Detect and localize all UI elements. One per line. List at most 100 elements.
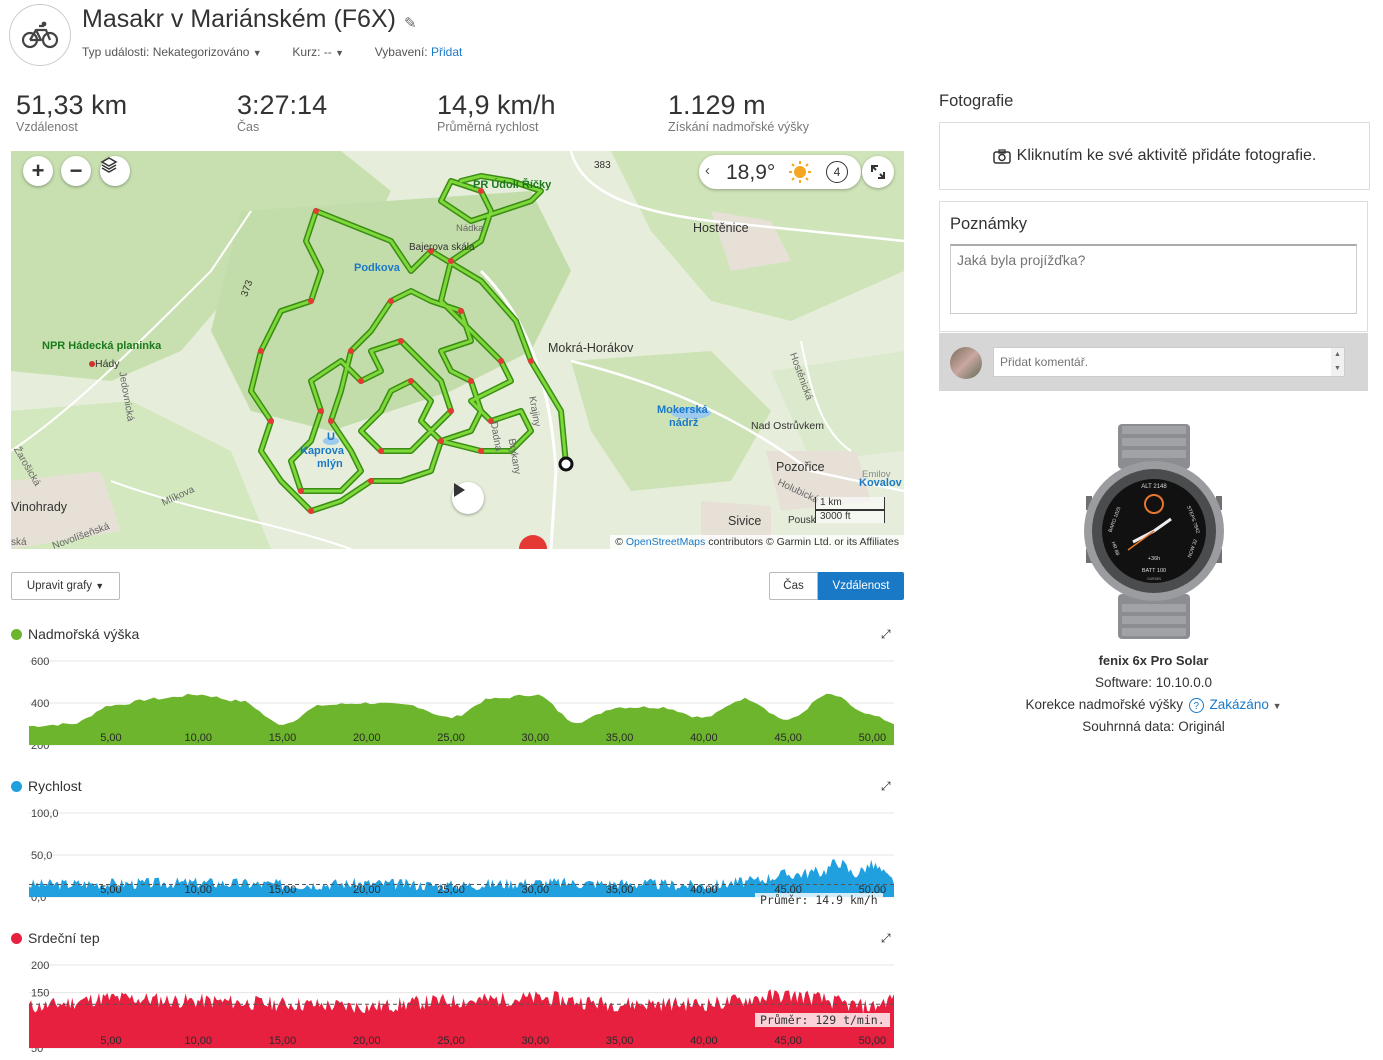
route-play-button[interactable] [452, 482, 484, 514]
x-tick-label: 25,00 [437, 884, 465, 896]
map-label-vinohrady: Vinohrady [11, 500, 68, 514]
notes-heading: Poznámky [950, 215, 1028, 233]
y-tick-label: 100,0 [31, 808, 59, 820]
chevron-down-icon: ▼ [335, 48, 345, 58]
stat-label: Čas [237, 120, 260, 134]
notes-box: Poznámky [939, 201, 1368, 332]
toggle-time-button[interactable]: Čas [769, 572, 818, 600]
edit-charts-dropdown[interactable]: Upravit grafy ▼ [11, 572, 120, 600]
scale-metric: 1 km [815, 497, 885, 510]
lap-markers [258, 188, 534, 514]
x-tick-label: 25,00 [437, 1035, 465, 1047]
series-area [29, 693, 894, 745]
heart-rate-chart[interactable]: 200150100505,0010,0015,0020,0025,0030,00… [0, 955, 900, 1060]
heart-expand-icon[interactable]: ⤢ [881, 931, 891, 945]
event-type-label: Typ události: [82, 45, 150, 59]
speed-title-text: Rychlost [28, 778, 82, 794]
x-tick-label: 50,00 [859, 732, 887, 744]
map-fullscreen-button[interactable] [862, 156, 894, 188]
series-area [29, 989, 894, 1048]
route-track-highlight [249, 174, 568, 513]
elev-corr-label: Korekce nadmořské výšky [1025, 697, 1184, 712]
map-label-u: U [327, 431, 335, 443]
play-icon [454, 483, 465, 497]
y-tick-label: 150 [31, 988, 49, 1000]
peak-marker [89, 361, 95, 367]
map-label-bajerova: Bajerova skála [409, 242, 475, 253]
speed-chart[interactable]: 100,050,00,05,00 10,00 15,00 20,00 25,00 30,0… [0, 802, 900, 904]
zoom-out-button[interactable]: − [61, 156, 91, 186]
comment-bar: ▲ ▼ [939, 333, 1368, 391]
map-background [11, 151, 904, 549]
x-tick-label: 10,00 [185, 884, 213, 896]
map-label-hostenice: Hostěnice [693, 221, 749, 235]
osm-link[interactable]: OpenStreetMaps [625, 536, 706, 548]
x-tick-label: 40,00 [690, 1035, 718, 1047]
elevation-legend-dot [11, 628, 22, 640]
map-label-mokerska: Mokerská [657, 404, 708, 416]
toggle-distance-button[interactable]: Vzdálenost [818, 572, 904, 600]
stat-avg-speed: 14,9 km/h Průměrná rychlost [437, 89, 556, 133]
y-tick-label: 400 [31, 698, 49, 710]
add-photos-text: Kliknutím ke své aktivitě přidáte fotogr… [1016, 147, 1317, 164]
elevation-expand-icon[interactable]: ⤢ [881, 627, 891, 641]
x-tick-label: 15,00 [269, 1035, 297, 1047]
svg-text:ALT 2148: ALT 2148 [1141, 484, 1167, 490]
add-gear-link[interactable]: Přidat [430, 45, 463, 59]
notes-textarea[interactable] [950, 244, 1357, 314]
help-icon[interactable]: ? [1188, 697, 1204, 713]
x-tick-label: 20,00 [353, 884, 381, 896]
comment-input[interactable] [993, 347, 1345, 377]
heart-average-label: Průměr: 129 t/min. [755, 1013, 890, 1027]
zoom-in-button[interactable]: + [23, 156, 53, 186]
map-label-npr-hadecka: NPR Hádecká planinka [42, 340, 162, 352]
route-map[interactable]: Hostěnice Mokrá-Horákov Pozořice Vinohra… [11, 151, 904, 549]
weather-widget[interactable]: ‹ 18,9° 4 [699, 155, 861, 189]
x-tick-label: 5,00 [100, 1035, 121, 1047]
x-tick-label: 15,00 [269, 732, 297, 744]
stat-label: Získání nadmořské výšky [668, 120, 810, 134]
svg-text:GARMIN: GARMIN [1147, 577, 1161, 581]
x-tick-label: 20,00 [353, 732, 381, 744]
x-tick-label: 50,00 [859, 1035, 887, 1047]
photos-heading: Fotografie [939, 92, 1014, 110]
wind-indicator: 4 [826, 161, 848, 183]
speed-expand-icon[interactable]: ⤢ [881, 779, 891, 793]
x-tick-label: 35,00 [606, 1035, 634, 1047]
map-label-ska: ská [11, 537, 27, 548]
chevron-down-icon: ▼ [252, 48, 262, 58]
edit-title-icon[interactable]: ✎ [404, 15, 417, 32]
map-label-nad-ostruvkem: Nad Ostrůvkem [751, 420, 824, 432]
map-label-emilov: Emilov [862, 469, 891, 480]
x-tick-label: 35,00 [606, 884, 634, 896]
add-photos-box[interactable]: Kliknutím ke své aktivitě přidáte fotogr… [939, 122, 1370, 190]
stat-elevation-gain: 1.129 m Získání nadmořské výšky [668, 89, 809, 133]
device-image: ALT 2148 BARO 1025 STEPS 7842 HR 88 NOW … [1084, 424, 1224, 639]
svg-text:HR 88: HR 88 [1110, 541, 1121, 557]
chevron-down-icon: ▼ [1272, 701, 1282, 711]
bicycle-icon [22, 21, 58, 49]
scroll-down-icon[interactable]: ▼ [1334, 365, 1341, 372]
svg-text:BATT 100: BATT 100 [1142, 568, 1166, 574]
comment-scrollbar[interactable]: ▲ ▼ [1331, 348, 1344, 376]
map-label-kovalov: Kovalov [859, 477, 902, 489]
route-end-marker [558, 456, 574, 472]
chevron-left-icon[interactable]: ‹ [705, 162, 710, 179]
scroll-up-icon[interactable]: ▲ [1334, 351, 1341, 358]
device-name: fenix 6x Pro Solar [1098, 653, 1209, 668]
map-label-pous: Pousk [788, 515, 816, 526]
expand-icon [871, 165, 885, 179]
heart-legend-dot [11, 932, 22, 944]
camera-icon [992, 148, 1011, 164]
event-type-dropdown[interactable]: Nekategorizováno ▼ [152, 45, 262, 59]
map-scale: 1 km 3000 ft [815, 497, 885, 527]
elev-corr-dropdown[interactable]: Zakázáno ▼ [1209, 697, 1282, 712]
map-layers-button[interactable] [100, 156, 130, 186]
activity-title: Masakr v Mariánském (F6X) [82, 5, 396, 33]
x-tick-label: 30,00 [522, 732, 550, 744]
course-dropdown[interactable]: -- ▼ [323, 45, 345, 59]
stat-label: Průměrná rychlost [437, 120, 539, 134]
y-tick-label: 50,0 [31, 850, 52, 862]
elevation-correction: Korekce nadmořské výšky ? Zakázáno ▼ [939, 697, 1368, 713]
